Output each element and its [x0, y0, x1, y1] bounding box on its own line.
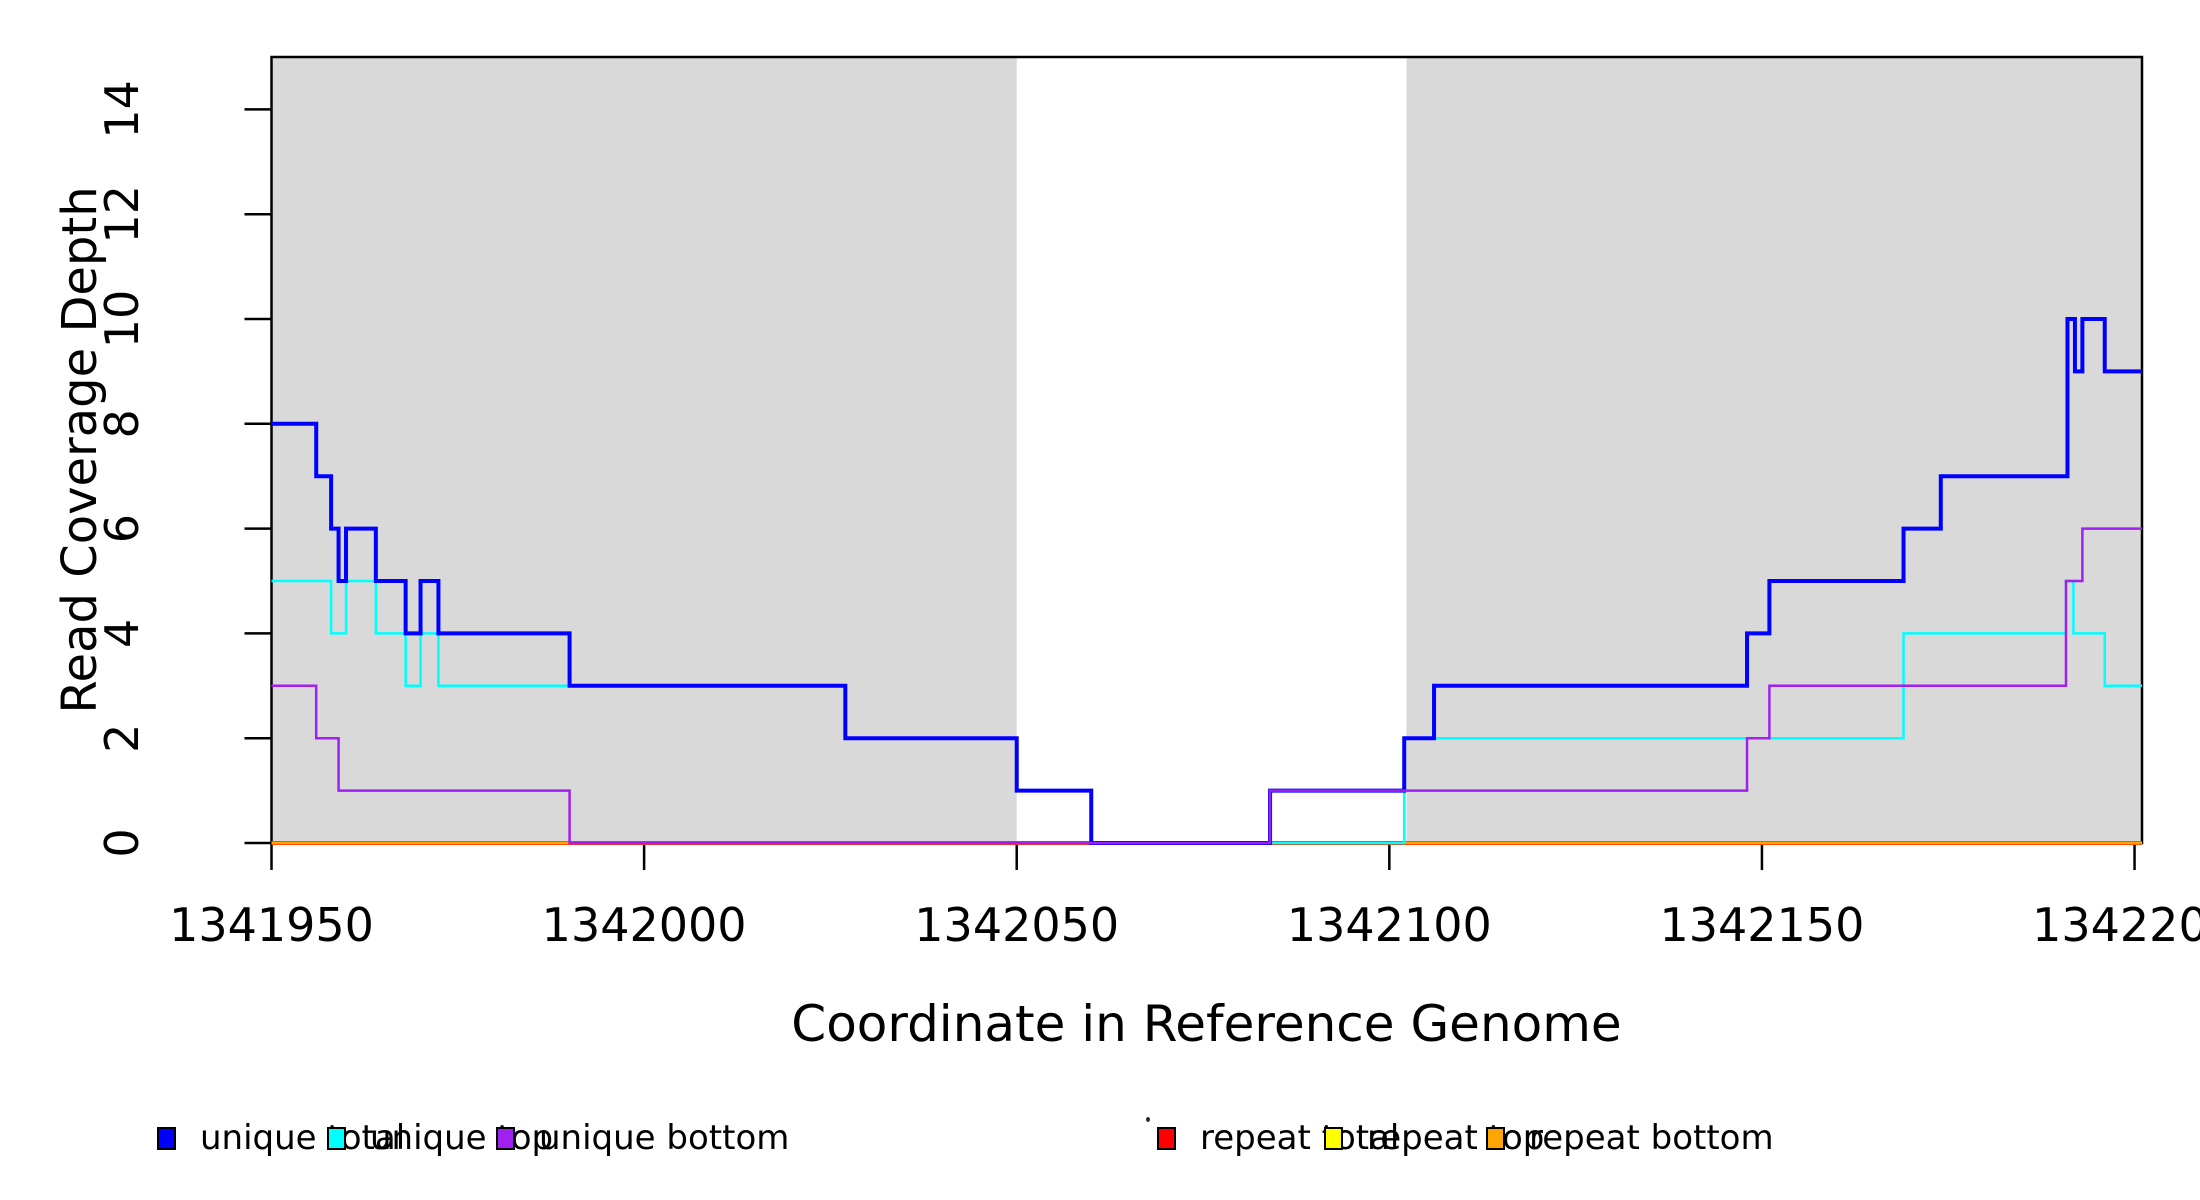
svg-text:8: 8 [95, 409, 149, 438]
svg-text:0: 0 [95, 828, 149, 857]
x-axis-title: Coordinate in Reference Genome [791, 995, 1622, 1053]
y-axis-title: Read Coverage Depth [52, 186, 108, 714]
svg-text:1342000: 1342000 [542, 898, 747, 952]
svg-text:1341950: 1341950 [169, 898, 374, 952]
series-unique-bottom [271, 527, 2142, 845]
series-unique-total [271, 317, 2142, 845]
svg-text:14: 14 [95, 80, 149, 139]
svg-text:4: 4 [95, 619, 149, 648]
svg-text:1342100: 1342100 [1287, 898, 1492, 952]
svg-text:6: 6 [95, 514, 149, 543]
stray-mark [1146, 1117, 1150, 1122]
svg-text:10: 10 [95, 290, 149, 349]
svg-text:12: 12 [95, 185, 149, 244]
svg-text:1342150: 1342150 [1660, 898, 1865, 952]
svg-text:1342050: 1342050 [914, 898, 1119, 952]
svg-text:2: 2 [95, 724, 149, 753]
